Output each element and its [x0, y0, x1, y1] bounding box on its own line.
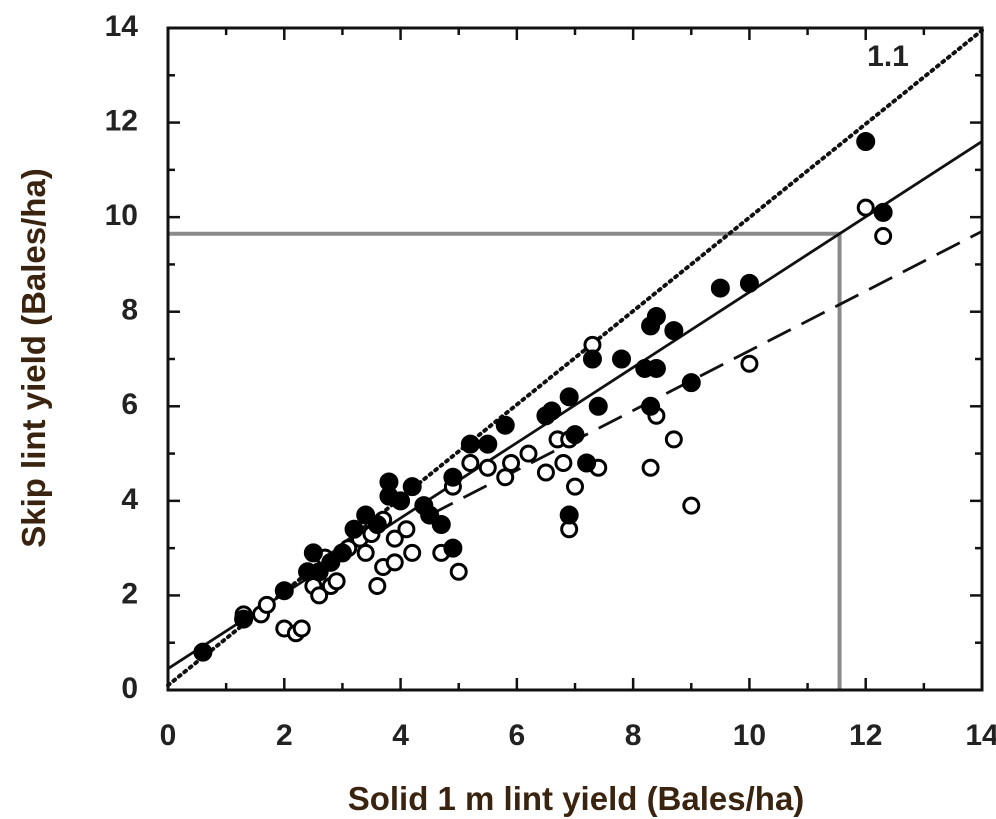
x-tick-label: 12 [849, 719, 882, 752]
filled-data-point [739, 273, 759, 293]
x-tick-label: 4 [392, 719, 409, 752]
open-data-point [461, 454, 480, 473]
open-data-point [368, 576, 387, 595]
open-data-point [554, 454, 573, 473]
dashed-fit-line [429, 230, 983, 517]
filled-data-point [443, 538, 463, 558]
open-data-point [566, 477, 584, 496]
y-tick-label: 10 [105, 199, 138, 232]
open-data-point [397, 520, 416, 539]
filled-data-point [274, 581, 294, 601]
x-tick-label: 6 [509, 719, 526, 752]
open-data-point [502, 454, 521, 473]
filled-data-point [582, 349, 602, 369]
open-data-point [257, 595, 276, 614]
open-data-point [478, 458, 497, 477]
filled-data-point [460, 434, 480, 454]
filled-data-point [478, 434, 498, 454]
filled-data-point [646, 306, 666, 326]
open-data-point [536, 463, 555, 482]
y-tick-label: 6 [121, 388, 138, 421]
open-data-point [449, 562, 468, 581]
y-tick-label: 0 [121, 672, 138, 705]
open-data-point [519, 444, 538, 463]
open-data-point [874, 227, 893, 246]
filled-data-point [367, 515, 387, 534]
solid-fit-line [167, 140, 983, 670]
filled-data-point [559, 387, 579, 407]
filled-data-point [443, 467, 463, 487]
filled-data-point [588, 396, 608, 416]
open-data-point [356, 543, 375, 562]
open-data-point [292, 619, 311, 638]
open-data-point [327, 572, 346, 591]
labels-layer: 1.1 Solid 1 m lint yield (Bales/ha) Skip… [15, 10, 996, 817]
filled-data-point [664, 321, 684, 341]
y-axis-title: Skip lint yield (Bales/ha) [15, 168, 52, 548]
filled-data-point [234, 609, 254, 629]
filled-data-point [710, 278, 730, 298]
reference-lines-layer [168, 231, 842, 690]
filled-data-point [542, 401, 562, 421]
x-tick-label: 2 [276, 719, 293, 752]
open-data-point [664, 430, 683, 449]
slope-annotation: 1.1 [867, 40, 909, 73]
filled-data-point [402, 477, 422, 497]
open-data-point [385, 529, 404, 548]
x-tick-label: 8 [625, 719, 642, 752]
filled-data-point [391, 491, 411, 511]
open-data-point [310, 586, 329, 605]
y-tick-label: 14 [105, 10, 139, 43]
axes-layer [166, 26, 984, 692]
y-tick-label: 2 [121, 577, 138, 610]
x-axis-title: Solid 1 m lint yield (Bales/ha) [348, 780, 805, 817]
filled-data-point [431, 515, 451, 534]
filled-data-point [646, 358, 666, 378]
x-tick-label: 10 [733, 719, 766, 752]
y-tick-label: 4 [121, 483, 138, 516]
open-data-point [385, 553, 404, 572]
y-tick-label: 12 [105, 104, 138, 137]
filled-data-point [303, 543, 323, 563]
filled-data-point [495, 415, 515, 435]
filled-data-point [856, 131, 876, 151]
data-points-layer [193, 131, 893, 662]
open-data-point [856, 198, 875, 217]
filled-data-point [559, 505, 579, 525]
open-data-point [403, 543, 422, 562]
filled-data-point [681, 373, 701, 393]
x-tick-label: 14 [965, 719, 996, 752]
y-tick-label: 8 [121, 294, 138, 327]
filled-data-point [612, 349, 632, 369]
open-data-point [682, 496, 701, 515]
filled-data-point [193, 642, 213, 662]
filled-data-point [565, 425, 585, 445]
filled-data-point [332, 543, 352, 563]
filled-data-point [641, 396, 661, 416]
open-data-point [740, 354, 759, 373]
filled-data-point [344, 519, 364, 539]
open-data-point [641, 458, 660, 477]
filled-data-point [873, 202, 893, 222]
filled-data-point [577, 453, 597, 473]
x-tick-label: 0 [160, 719, 177, 752]
filled-data-point [379, 472, 399, 492]
